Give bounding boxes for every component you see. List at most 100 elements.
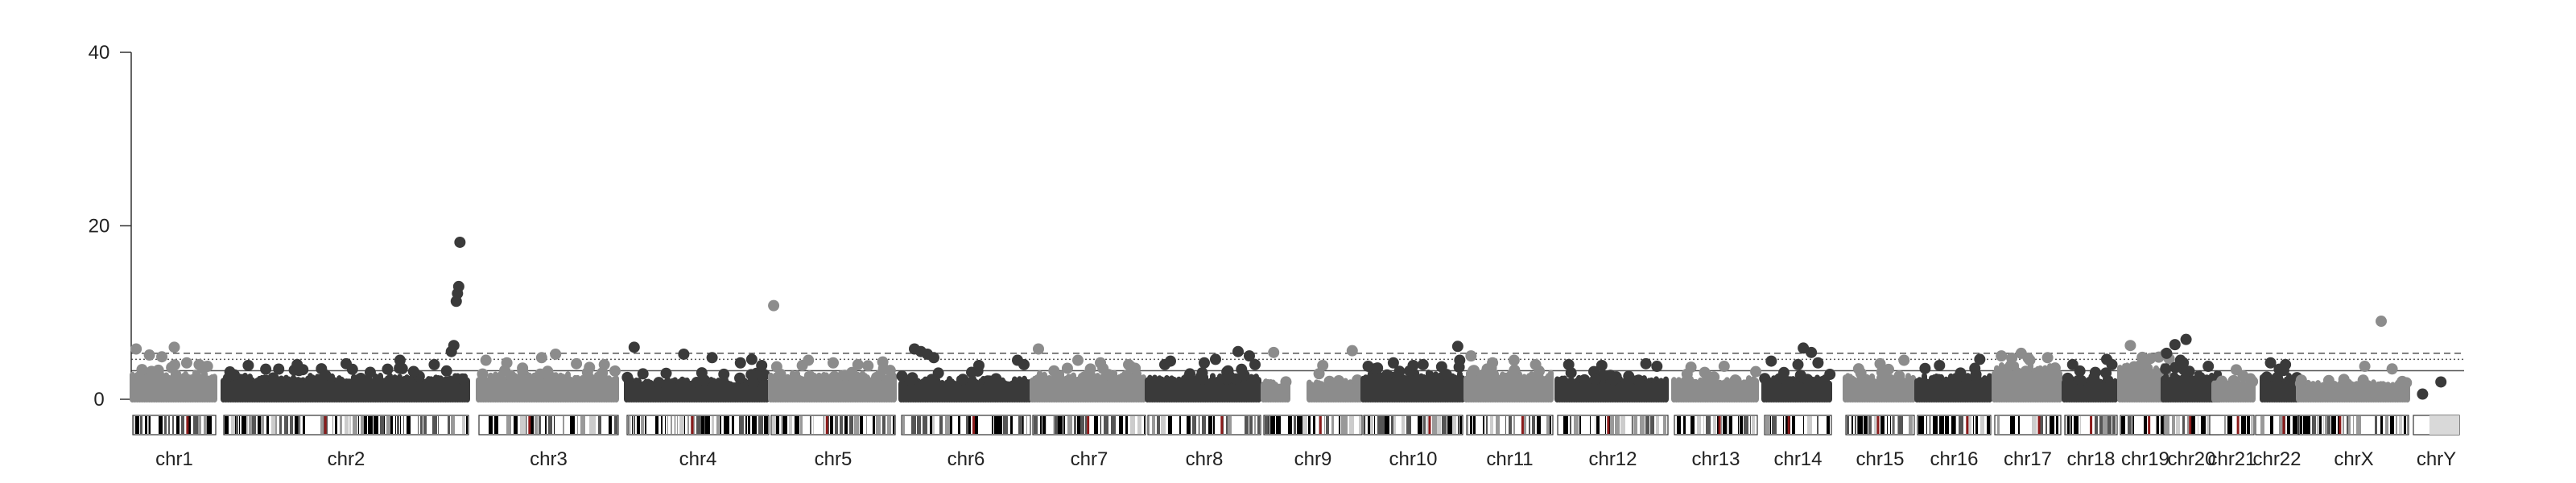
ideogram-band bbox=[2095, 416, 2098, 434]
ideogram-chr12 bbox=[1557, 415, 1669, 436]
ideogram-band bbox=[172, 416, 174, 434]
ideogram-band bbox=[1817, 416, 1818, 434]
ideogram-band bbox=[1973, 416, 1974, 434]
ideogram-band bbox=[1391, 416, 1393, 434]
snp-point bbox=[877, 356, 889, 368]
ideogram-band bbox=[1738, 416, 1739, 434]
snp-point bbox=[394, 354, 406, 366]
ideogram-band bbox=[1359, 416, 1361, 434]
snp-point bbox=[2435, 376, 2447, 388]
chromosome-label: chr3 bbox=[530, 448, 568, 470]
snp-point bbox=[1102, 369, 1114, 381]
ideogram-band bbox=[2132, 416, 2134, 434]
ideogram-band bbox=[2172, 416, 2175, 434]
snp-point bbox=[1934, 359, 1946, 371]
ideogram-band bbox=[2375, 416, 2377, 434]
ideogram-band bbox=[752, 416, 757, 434]
ideogram-band bbox=[2010, 416, 2015, 434]
ideogram-band bbox=[1898, 416, 1903, 434]
snp-band bbox=[464, 377, 470, 402]
snp-point bbox=[1033, 343, 1044, 355]
ideogram-band bbox=[2224, 416, 2226, 434]
ideogram-band bbox=[641, 416, 644, 434]
chromosome-chr9 bbox=[1261, 345, 1364, 402]
snp-point bbox=[928, 352, 939, 364]
ideogram-centromere bbox=[1718, 416, 1721, 434]
ideogram-band bbox=[1094, 416, 1098, 434]
ideogram-centromere bbox=[1319, 416, 1322, 434]
snp-point bbox=[2041, 352, 2054, 364]
ideogram-chr14 bbox=[1764, 415, 1832, 436]
snp-point bbox=[535, 352, 547, 364]
ideogram-band bbox=[705, 416, 709, 434]
snp-point bbox=[1352, 374, 1364, 386]
ideogram-band bbox=[303, 416, 305, 434]
chromosome-label: chr20 bbox=[2167, 448, 2215, 470]
ideogram-band bbox=[2050, 416, 2054, 434]
snp-point bbox=[1480, 366, 1492, 378]
snp-point bbox=[1812, 357, 1824, 369]
snp-point bbox=[768, 299, 780, 312]
ideogram-band bbox=[1783, 416, 1784, 434]
snp-point bbox=[2089, 366, 2101, 378]
snp-point bbox=[1623, 370, 1635, 382]
ideogram-band bbox=[1473, 416, 1476, 434]
ideogram-band bbox=[2300, 416, 2302, 434]
ideogram-band bbox=[1270, 416, 1275, 434]
ideogram-band bbox=[679, 416, 684, 434]
ideogram-band bbox=[2018, 416, 2020, 434]
y-tick-label: 20 bbox=[89, 216, 110, 237]
ideogram-band bbox=[999, 416, 1002, 434]
ideogram-band bbox=[2182, 416, 2185, 434]
ideogram-band bbox=[494, 416, 498, 434]
snp-point bbox=[1393, 365, 1406, 378]
ideogram-band bbox=[2323, 416, 2324, 434]
ideogram-centromere bbox=[1087, 416, 1090, 434]
ideogram-band bbox=[1187, 416, 1191, 434]
snp-point bbox=[1974, 353, 1986, 365]
ideogram-band bbox=[2112, 416, 2116, 434]
ideogram-band bbox=[1615, 416, 1617, 434]
ideogram-band bbox=[1509, 416, 1512, 434]
ideogram-centromere bbox=[1521, 416, 1524, 434]
ideogram-band bbox=[2312, 416, 2316, 434]
ideogram-band bbox=[554, 416, 555, 434]
snp-point bbox=[1563, 358, 1575, 370]
ideogram-band bbox=[2348, 416, 2351, 434]
snp-point bbox=[1199, 357, 1210, 369]
ideogram-band bbox=[1055, 416, 1058, 434]
ideogram-band bbox=[876, 416, 881, 434]
snp-point bbox=[852, 358, 864, 370]
ideogram-band bbox=[1034, 416, 1038, 434]
ideogram-band bbox=[2241, 416, 2246, 434]
snp-point bbox=[1579, 374, 1591, 386]
ideogram-band bbox=[506, 416, 511, 434]
ideogram-band bbox=[364, 416, 365, 434]
ideogram-band bbox=[2070, 416, 2072, 434]
ideogram-band bbox=[1324, 416, 1325, 434]
ideogram-band bbox=[950, 416, 952, 434]
chromosome-label: chr4 bbox=[679, 448, 717, 470]
chromosome-chr1 bbox=[130, 341, 217, 402]
snp-point bbox=[803, 354, 815, 366]
snp-band bbox=[1827, 380, 1832, 402]
ideogram-band bbox=[1857, 416, 1858, 434]
ideogram-band bbox=[632, 416, 633, 434]
ideogram-band bbox=[758, 416, 763, 434]
ideogram-band bbox=[1723, 416, 1727, 434]
ideogram-band bbox=[2399, 416, 2402, 434]
chromosome-label: chr1 bbox=[155, 448, 193, 470]
ideogram-band bbox=[1740, 416, 1743, 434]
snp-point bbox=[2169, 339, 2181, 351]
ideogram-chr16 bbox=[1917, 415, 1992, 436]
ideogram-band bbox=[1385, 416, 1389, 434]
ideogram-band bbox=[1294, 416, 1296, 434]
ideogram-band bbox=[1807, 416, 1812, 434]
ideogram-band bbox=[1537, 416, 1541, 434]
ideogram-band bbox=[709, 416, 710, 434]
chromosome-label: chrY bbox=[2417, 448, 2456, 470]
ideogram-band bbox=[2390, 416, 2394, 434]
ideogram-band bbox=[1620, 416, 1625, 434]
snp-point bbox=[2260, 371, 2273, 383]
snp-point bbox=[2295, 374, 2307, 386]
